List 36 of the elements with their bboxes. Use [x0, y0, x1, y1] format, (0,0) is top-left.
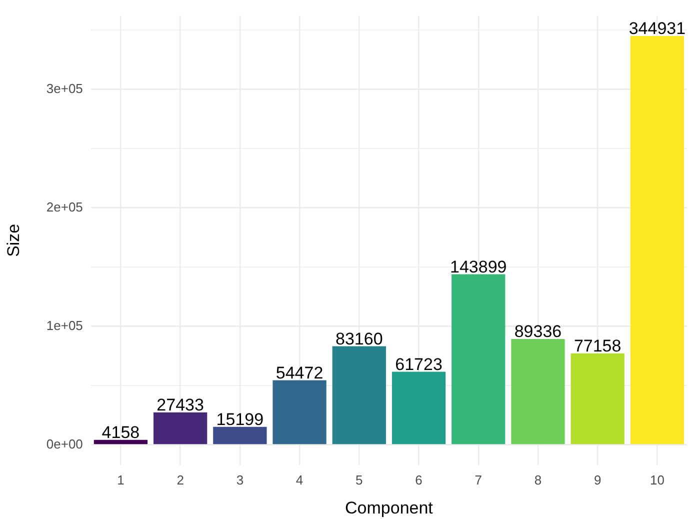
x-tick-label: 1	[117, 472, 124, 488]
data-label: 83160	[336, 329, 383, 348]
x-tick-label: 4	[296, 472, 304, 488]
x-tick-label: 5	[356, 472, 363, 488]
data-label: 61723	[395, 354, 442, 374]
data-label: 77158	[574, 336, 622, 356]
x-tick-label: 2	[176, 472, 184, 488]
bar	[213, 426, 267, 444]
data-label: 15199	[216, 410, 264, 430]
bar	[332, 346, 386, 444]
bar	[154, 412, 208, 444]
bar	[570, 353, 624, 444]
x-tick-label: 3	[236, 472, 244, 488]
y-tick-label: 2e+05	[46, 199, 83, 214]
x-tick-label: 8	[534, 472, 542, 488]
data-label: 54472	[276, 363, 324, 382]
x-tick-label: 10	[650, 472, 664, 488]
bar	[452, 274, 506, 444]
y-tick-label: 1e+05	[46, 318, 83, 333]
y-axis-title: Size	[4, 224, 23, 257]
data-label: 344931	[628, 19, 686, 38]
x-tick-label: 7	[474, 472, 482, 488]
data-label: 143899	[450, 257, 507, 276]
y-tick-label: 3e+05	[46, 80, 83, 96]
bar	[392, 372, 446, 444]
x-axis-title: Component	[345, 498, 434, 518]
data-label: 4158	[102, 423, 140, 442]
y-tick-label: 0e+00	[46, 436, 83, 452]
data-label: 27433	[156, 396, 204, 415]
data-label: 89336	[514, 322, 562, 342]
bar	[630, 36, 684, 444]
x-tick-label: 9	[594, 472, 602, 488]
bar	[511, 338, 565, 444]
x-tick-label: 6	[415, 472, 422, 488]
bar	[94, 440, 148, 444]
bar	[272, 380, 326, 444]
